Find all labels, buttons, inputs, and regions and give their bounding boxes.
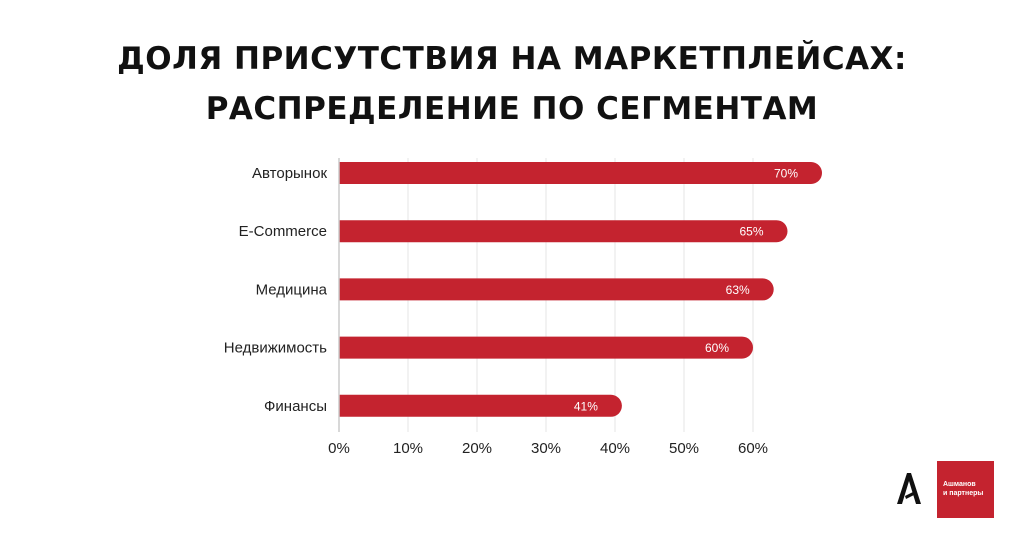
chart-title-line2: РАСПРЕДЕЛЕНИЕ ПО СЕГМЕНТАМ — [205, 91, 819, 127]
chart-title-line1: ДОЛЯ ПРИСУТСТВИЯ НА МАРКЕТПЛЕЙСАХ: — [117, 41, 907, 77]
chart-title: ДОЛЯ ПРИСУТСТВИЯ НА МАРКЕТПЛЕЙСАХ: РАСПР… — [0, 34, 1024, 134]
x-tick-label-50: 50% — [669, 440, 699, 457]
x-tick-label-20: 20% — [462, 440, 492, 457]
ashmanov-logo-icon — [897, 473, 921, 504]
category-label-1: E-Commerce — [239, 223, 327, 240]
x-tick-label-0: 0% — [328, 440, 350, 457]
category-label-2: Медицина — [256, 281, 328, 298]
category-label-0: Авторынок — [252, 165, 327, 182]
bar-1 — [339, 220, 788, 243]
bar-value-label-2: 63% — [726, 283, 750, 297]
x-axis-ticks: 0% 10% 20% 30% 40% 50% 60% — [328, 440, 768, 457]
x-tick-label-60: 60% — [738, 440, 768, 457]
bar-value-label-3: 60% — [705, 341, 729, 355]
x-tick-label-40: 40% — [600, 440, 630, 457]
bar-value-label-1: 65% — [739, 225, 763, 239]
bars: 70% 65% 63% 60% 41% — [339, 162, 822, 417]
logo-line1: Ашманов — [943, 481, 976, 488]
x-tick-label-10: 10% — [393, 440, 423, 457]
category-label-3: Недвижимость — [224, 340, 327, 357]
x-tick-label-30: 30% — [531, 440, 561, 457]
category-labels: Авторынок E-Commerce Медицина Недвижимость Ф… — [224, 165, 328, 415]
bar-3 — [339, 336, 753, 359]
bar-value-label-4: 41% — [574, 399, 598, 413]
bar-value-label-0: 70% — [774, 167, 798, 181]
bar-0 — [339, 162, 822, 184]
category-label-4: Финансы — [264, 398, 327, 415]
logo-line2: и партнеры — [943, 490, 984, 497]
bar-4 — [339, 394, 622, 417]
company-logo: Ашманов и партнеры — [937, 461, 994, 518]
bar-2 — [339, 278, 774, 301]
